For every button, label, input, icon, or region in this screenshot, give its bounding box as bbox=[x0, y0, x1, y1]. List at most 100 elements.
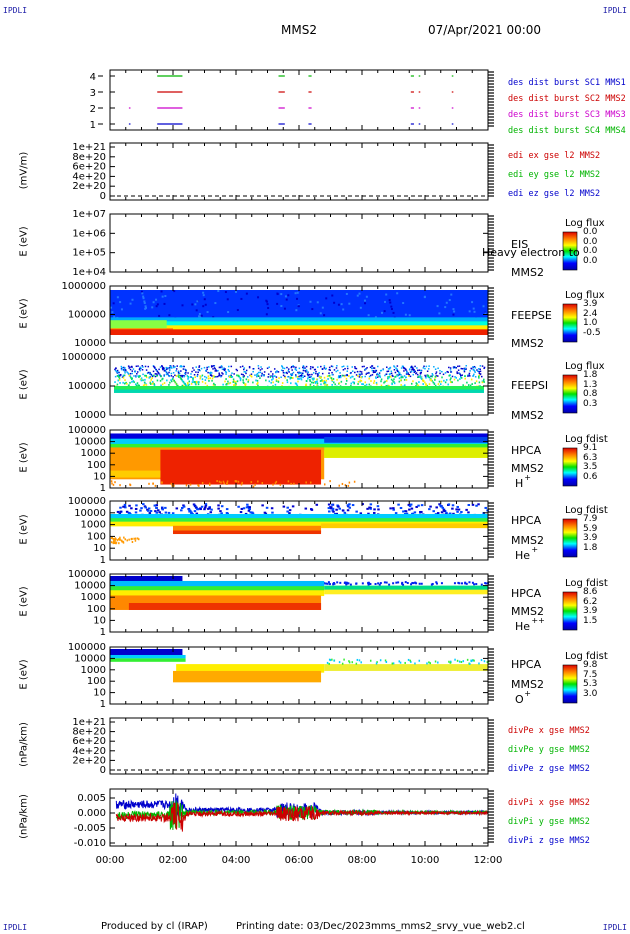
spectrogram-cell bbox=[265, 506, 269, 509]
spectrogram-cell bbox=[187, 377, 189, 380]
spectrogram-cell bbox=[315, 503, 319, 506]
spectrogram-cell bbox=[474, 367, 477, 369]
colorbar-tick-label: -0.5 bbox=[583, 327, 601, 338]
spectrogram-cell bbox=[183, 375, 185, 378]
spectrogram-cell bbox=[399, 507, 403, 510]
spectrogram-cell bbox=[357, 383, 359, 385]
spectrogram-cell bbox=[404, 376, 407, 379]
spectrogram-cell bbox=[285, 371, 288, 374]
x-tick-label: 06:00 bbox=[284, 855, 314, 866]
spectrogram-cell bbox=[297, 305, 300, 308]
spectrogram-cell bbox=[156, 379, 159, 382]
spectrogram-cell bbox=[110, 306, 113, 309]
spectrogram-cell bbox=[483, 378, 485, 381]
spectrogram-cell bbox=[233, 380, 236, 383]
spectrogram-cell bbox=[218, 373, 221, 376]
spectrogram-cell bbox=[475, 583, 478, 586]
spectrogram-cell bbox=[181, 304, 184, 307]
spectrogram-cell bbox=[323, 379, 325, 382]
edi-y-axis-label: (mV/m) bbox=[18, 151, 30, 189]
spectrogram-cell bbox=[405, 512, 409, 515]
spectrogram-cell bbox=[153, 384, 156, 386]
spectrogram-cell bbox=[145, 376, 148, 379]
spectrogram-cell bbox=[471, 659, 474, 662]
spectrogram-band bbox=[128, 603, 322, 610]
spectrogram-cell bbox=[326, 582, 329, 585]
spectrogram-cell bbox=[434, 368, 437, 370]
spectrogram-cell bbox=[257, 384, 259, 387]
spectrogram-cell bbox=[274, 383, 277, 386]
spectrogram-cell bbox=[272, 483, 274, 486]
spectrogram-cell bbox=[419, 510, 422, 513]
spectrogram-cell bbox=[425, 384, 428, 387]
spectrogram-cell bbox=[161, 295, 164, 298]
spectrogram-cell bbox=[445, 301, 448, 304]
spectrogram-cell bbox=[224, 370, 227, 373]
spectrogram-cell bbox=[367, 314, 370, 317]
spectrogram-cell bbox=[457, 365, 459, 368]
spectrogram-cell bbox=[430, 379, 433, 382]
spectrogram-cell bbox=[459, 378, 461, 380]
spectrogram-cell bbox=[479, 373, 482, 375]
spectrogram-cell bbox=[119, 484, 121, 487]
spectrogram-cell bbox=[184, 372, 186, 375]
spectrogram-cell bbox=[472, 366, 474, 369]
spectrogram-cell bbox=[286, 366, 288, 369]
spectrogram-cell bbox=[214, 383, 216, 386]
spectrogram-cell bbox=[126, 539, 128, 542]
spectrogram-cell bbox=[331, 503, 334, 506]
spectrogram-cell bbox=[236, 369, 239, 372]
spectrogram-cell bbox=[224, 291, 227, 294]
spectrogram-cell bbox=[325, 582, 328, 585]
spectrogram-cell bbox=[453, 366, 456, 369]
spectrogram-cell bbox=[348, 375, 350, 377]
spectrogram-cell bbox=[393, 381, 395, 383]
spectrogram-cell bbox=[422, 383, 424, 385]
spectrogram-cell bbox=[479, 370, 482, 373]
spectrogram-cell bbox=[181, 376, 183, 378]
spectrogram-cell bbox=[348, 660, 350, 663]
spectrogram-cell bbox=[245, 506, 249, 509]
spectrogram-cell bbox=[355, 510, 358, 513]
spectrogram-cell bbox=[122, 369, 125, 371]
spectrogram-cell bbox=[458, 660, 461, 663]
spectrogram-cell bbox=[474, 382, 476, 385]
spectrogram-cell bbox=[224, 380, 226, 383]
spectrogram-cell bbox=[206, 384, 209, 387]
spectrogram-cell bbox=[120, 374, 122, 376]
y-tick-label: 3 bbox=[90, 88, 96, 99]
spectrogram-cell bbox=[254, 374, 256, 376]
spectrogram-cell bbox=[182, 365, 185, 368]
spectrogram-cell bbox=[171, 484, 173, 487]
spectrogram-cell bbox=[339, 375, 341, 378]
spectrogram-cell bbox=[170, 380, 173, 383]
spectrogram-cell bbox=[469, 370, 471, 372]
spectrogram-cell bbox=[365, 295, 368, 298]
spectrogram-cell bbox=[351, 366, 353, 368]
spectrogram-cell bbox=[354, 366, 356, 368]
spectrogram-cell bbox=[154, 484, 157, 487]
spectrogram-cell bbox=[441, 370, 443, 373]
spectrogram-cell bbox=[143, 384, 146, 386]
spectrogram-cell bbox=[346, 504, 350, 507]
spectrogram-cell bbox=[321, 306, 324, 309]
spectrogram-cell bbox=[272, 373, 274, 375]
hpca-he2-y-axis-label: E (eV) bbox=[18, 586, 30, 617]
spectrogram-cell bbox=[374, 316, 377, 319]
spectrogram-cell bbox=[424, 374, 426, 377]
spectrogram-cell bbox=[333, 381, 335, 384]
spectrogram-cell bbox=[393, 368, 396, 371]
spectrogram-cell bbox=[431, 373, 434, 375]
spectrogram-cell bbox=[358, 376, 361, 378]
spectrogram-cell bbox=[297, 377, 299, 380]
spectrogram-band bbox=[110, 576, 183, 582]
spectrogram-cell bbox=[396, 370, 399, 373]
spectrogram-cell bbox=[310, 508, 314, 511]
spectrogram-cell bbox=[294, 368, 297, 370]
spectrogram-cell bbox=[436, 305, 439, 308]
spectrogram-cell bbox=[369, 374, 372, 377]
spectrogram-cell bbox=[463, 369, 466, 372]
spectrogram-cell bbox=[299, 375, 302, 377]
spectrogram-cell bbox=[131, 366, 133, 368]
